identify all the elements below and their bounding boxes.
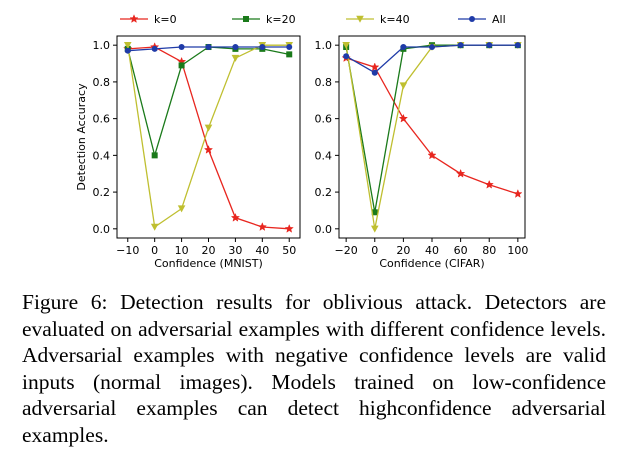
y-tick-label: 0.0 — [93, 223, 111, 236]
legend-marker — [469, 16, 475, 22]
data-point — [429, 44, 435, 51]
data-point — [204, 124, 213, 132]
y-tick-label: 0.4 — [315, 149, 333, 162]
data-point — [123, 41, 132, 49]
x-tick-label: 100 — [507, 244, 528, 257]
figure: k=0 k=20 k=40 All −10 0 10 20 30 40 50 0.0 0.2 0.4 0.… — [75, 13, 528, 270]
x-tick-label: 40 — [425, 244, 439, 257]
data-point — [371, 209, 378, 216]
y-tick-label: 0.2 — [93, 186, 111, 199]
y-tick-label: 0.0 — [315, 223, 333, 236]
series-line — [127, 46, 290, 158]
axes-frame — [116, 35, 301, 239]
x-tick-label: −20 — [335, 244, 358, 257]
axes-frame — [338, 35, 526, 239]
legend: k=0 k=20 k=40 All — [120, 13, 506, 26]
y-tick-label: 0.8 — [315, 76, 333, 89]
y-tick-label: 1.0 — [93, 39, 111, 52]
data-point — [371, 69, 378, 76]
x-tick-label: 50 — [282, 244, 296, 257]
series-all — [343, 42, 521, 76]
legend-label: k=20 — [266, 13, 296, 26]
data-point — [370, 225, 379, 233]
data-point — [370, 62, 380, 72]
x-tick-label: 30 — [228, 244, 242, 257]
chart-panel-cifar: −20 0 20 40 60 80 100 0.0 0.2 0.4 0.6 0.8 1.0 Confide… — [315, 35, 528, 270]
legend-marker — [243, 16, 249, 22]
data-point — [484, 179, 494, 189]
x-tick-label: −10 — [116, 244, 139, 257]
legend-label: k=0 — [154, 13, 177, 26]
data-point — [457, 42, 464, 49]
data-point — [427, 150, 437, 160]
data-point — [455, 168, 466, 178]
legend-item: All — [458, 13, 506, 26]
data-point — [257, 222, 267, 231]
data-point — [398, 113, 409, 123]
data-point — [230, 212, 241, 222]
x-tick-label: 20 — [202, 244, 216, 257]
x-axis-label: Confidence (MNIST) — [154, 257, 263, 270]
data-point — [150, 223, 159, 231]
series-line — [345, 57, 519, 195]
y-tick-label: 0.8 — [93, 76, 111, 89]
data-point — [286, 51, 293, 58]
data-point — [284, 223, 294, 233]
data-point — [342, 41, 350, 49]
data-point — [151, 152, 158, 159]
data-point — [124, 47, 131, 54]
legend-item: k=40 — [346, 13, 410, 26]
data-point — [259, 44, 266, 51]
data-point — [178, 44, 185, 51]
x-tick-label: 10 — [175, 244, 189, 257]
legend-item: k=20 — [232, 13, 296, 26]
x-tick-label: 40 — [255, 244, 269, 257]
data-point — [343, 53, 350, 60]
y-tick-label: 1.0 — [315, 39, 333, 52]
chart-panel-mnist: −10 0 10 20 30 40 50 0.0 0.2 0.4 0.6 0.8 1.0 Confiden… — [93, 35, 301, 270]
x-tick-label: 0 — [151, 244, 158, 257]
y-tick-label: 0.2 — [315, 186, 333, 199]
x-axis-label: Confidence (CIFAR) — [379, 257, 484, 270]
data-point — [514, 42, 521, 49]
y-axis-label: Detection Accuracy — [75, 83, 88, 191]
y-tick-label: 0.6 — [315, 113, 333, 126]
data-point — [231, 54, 240, 62]
y-tick-label: 0.4 — [93, 149, 111, 162]
data-point — [203, 144, 214, 154]
figure-caption: Figure 6: Detection results for obliviou… — [22, 290, 606, 447]
x-tick-label: 80 — [482, 244, 496, 257]
legend-marker — [356, 15, 364, 23]
y-tick-label: 0.6 — [93, 113, 111, 126]
data-point — [513, 189, 523, 198]
series-k0 — [123, 42, 294, 233]
x-tick-label: 20 — [396, 244, 410, 257]
legend-marker — [129, 14, 139, 23]
series-line — [127, 46, 290, 230]
legend-label: k=40 — [380, 13, 410, 26]
x-tick-label: 0 — [371, 244, 378, 257]
data-point — [151, 45, 158, 52]
data-point — [232, 44, 239, 51]
legend-label: All — [492, 13, 506, 26]
data-point — [399, 82, 408, 90]
data-point — [286, 44, 293, 51]
series-all — [124, 44, 293, 54]
data-point — [486, 42, 493, 49]
data-point — [177, 205, 186, 213]
data-point — [178, 62, 185, 69]
x-tick-label: 60 — [454, 244, 468, 257]
data-point — [400, 44, 407, 51]
series-line — [127, 44, 290, 229]
series-k40 — [342, 41, 522, 233]
series-k0 — [341, 53, 523, 198]
legend-item: k=0 — [120, 13, 177, 26]
series-k20 — [124, 44, 293, 159]
data-point — [205, 44, 212, 51]
series-line — [345, 44, 518, 213]
series-k20 — [343, 42, 521, 216]
